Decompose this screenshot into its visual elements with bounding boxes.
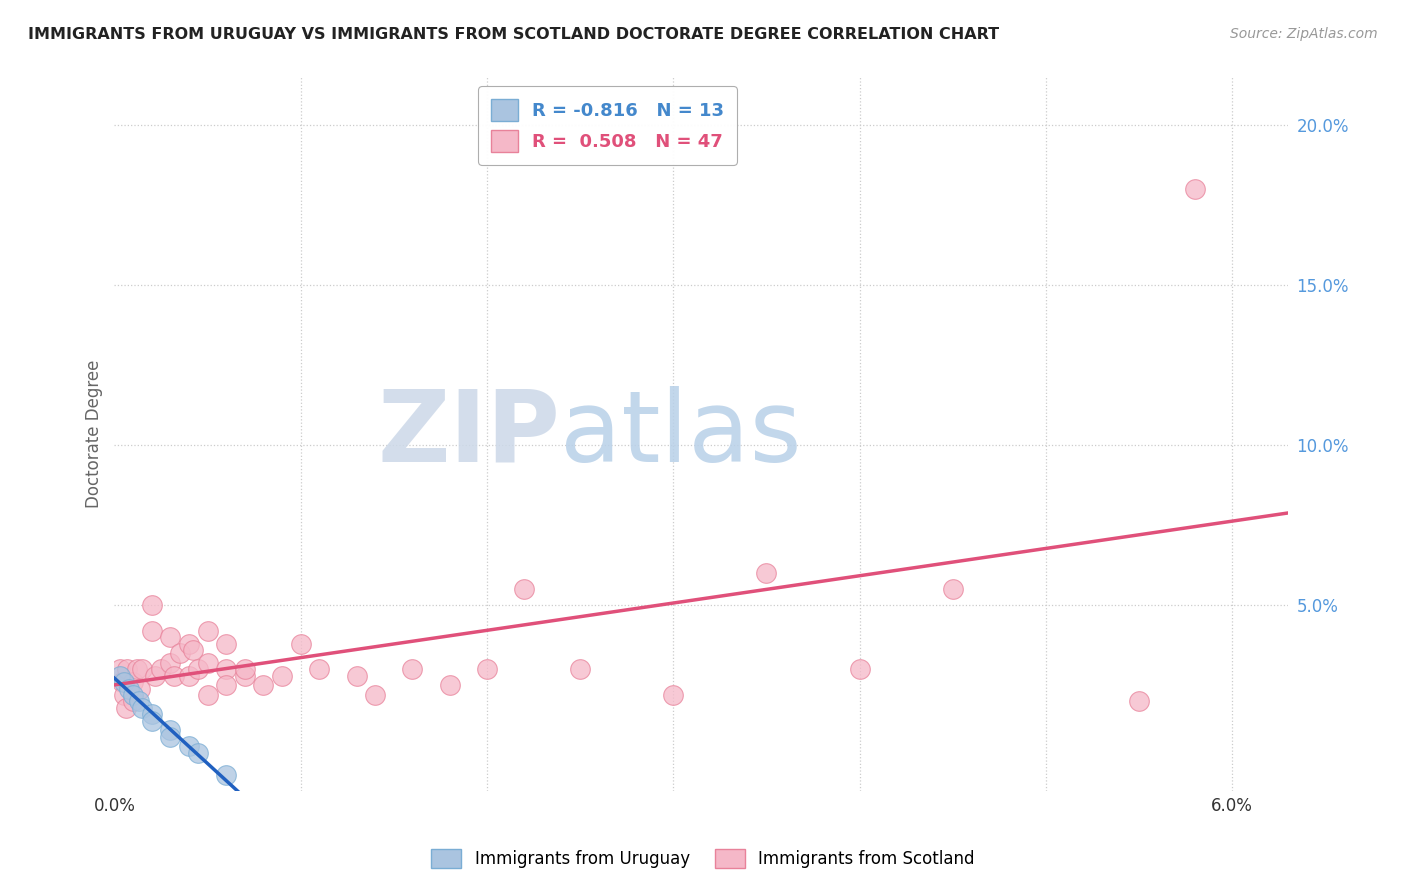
Point xyxy=(125,662,148,676)
Point xyxy=(177,739,200,754)
Point xyxy=(177,637,200,651)
Point xyxy=(149,662,172,676)
Point xyxy=(215,637,238,651)
Point xyxy=(131,662,153,676)
Point xyxy=(169,647,191,661)
Text: Source: ZipAtlas.com: Source: ZipAtlas.com xyxy=(1230,27,1378,41)
Point xyxy=(114,701,136,715)
Point xyxy=(401,662,423,676)
Legend: Immigrants from Uruguay, Immigrants from Scotland: Immigrants from Uruguay, Immigrants from… xyxy=(425,842,981,875)
Point xyxy=(1128,694,1150,708)
Point xyxy=(848,662,870,676)
Point xyxy=(364,688,387,702)
Point xyxy=(122,688,145,702)
Point xyxy=(122,694,145,708)
Point xyxy=(197,656,219,670)
Point xyxy=(755,566,778,581)
Point xyxy=(117,662,139,676)
Point xyxy=(233,662,256,676)
Point xyxy=(159,631,181,645)
Legend: R = -0.816   N = 13, R =  0.508   N = 47: R = -0.816 N = 13, R = 0.508 N = 47 xyxy=(478,87,737,165)
Point xyxy=(942,582,965,597)
Point xyxy=(177,669,200,683)
Point xyxy=(346,669,368,683)
Point xyxy=(131,701,153,715)
Point xyxy=(439,678,461,692)
Point xyxy=(141,599,163,613)
Point xyxy=(159,656,181,670)
Point xyxy=(215,768,238,782)
Point xyxy=(252,678,274,692)
Point xyxy=(308,662,330,676)
Point xyxy=(197,624,219,638)
Point xyxy=(181,643,204,657)
Text: ZIP: ZIP xyxy=(377,385,561,483)
Point xyxy=(187,662,209,676)
Point xyxy=(145,669,167,683)
Point xyxy=(118,681,141,696)
Point xyxy=(128,694,150,708)
Point xyxy=(569,662,592,676)
Point xyxy=(129,681,152,696)
Point xyxy=(187,746,209,760)
Text: IMMIGRANTS FROM URUGUAY VS IMMIGRANTS FROM SCOTLAND DOCTORATE DEGREE CORRELATION: IMMIGRANTS FROM URUGUAY VS IMMIGRANTS FR… xyxy=(28,27,1000,42)
Point xyxy=(112,675,135,690)
Point xyxy=(475,662,498,676)
Point xyxy=(141,714,163,728)
Point xyxy=(141,707,163,722)
Point xyxy=(159,730,181,744)
Y-axis label: Doctorate Degree: Doctorate Degree xyxy=(86,360,103,508)
Point xyxy=(1184,182,1206,196)
Point xyxy=(233,669,256,683)
Point xyxy=(163,669,186,683)
Point xyxy=(290,637,312,651)
Point xyxy=(122,675,145,690)
Point xyxy=(111,675,134,690)
Point xyxy=(215,678,238,692)
Point xyxy=(271,669,294,683)
Point xyxy=(108,669,131,683)
Point xyxy=(141,624,163,638)
Point xyxy=(662,688,685,702)
Point xyxy=(197,688,219,702)
Point xyxy=(513,582,536,597)
Point xyxy=(108,662,131,676)
Point xyxy=(215,662,238,676)
Text: atlas: atlas xyxy=(561,385,801,483)
Point xyxy=(112,688,135,702)
Point xyxy=(159,723,181,738)
